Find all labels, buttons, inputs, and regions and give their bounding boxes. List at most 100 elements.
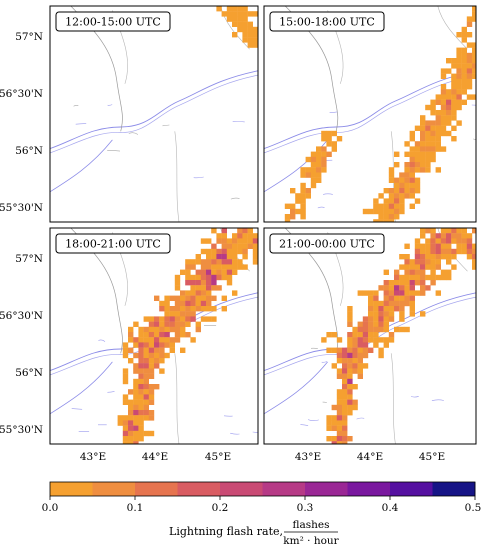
flash-cell: [242, 264, 248, 270]
flash-cell: [378, 208, 384, 215]
flash-cell: [138, 399, 144, 405]
flash-cell: [451, 63, 457, 69]
colorbar-tick-label: 0.1: [127, 502, 144, 514]
flash-cell: [342, 410, 348, 416]
flash-cell: [409, 172, 415, 178]
flash-cell: [169, 337, 175, 343]
flash-cell: [373, 203, 379, 209]
flash-cell: [466, 68, 473, 74]
flash-cell: [185, 300, 191, 307]
flash-cell: [232, 269, 238, 275]
flash-cell: [472, 264, 476, 270]
flash-cell: [347, 316, 353, 322]
flash-cell: [425, 151, 431, 157]
flash-cell: [342, 420, 348, 426]
flash-cell: [133, 352, 139, 359]
flash-cell: [211, 264, 217, 270]
flash-cell: [128, 404, 134, 411]
flash-cell: [425, 238, 431, 244]
flash-cell: [466, 78, 473, 85]
flash-cell: [414, 259, 421, 265]
flash-cell: [326, 141, 332, 147]
flash-cell: [143, 347, 149, 353]
flash-cell: [252, 42, 258, 48]
flash-cell: [409, 300, 415, 307]
flash-cell: [347, 311, 353, 317]
flash-cell: [409, 162, 415, 168]
flash-cell: [368, 321, 374, 327]
flash-cell: [388, 214, 395, 220]
river-line: [73, 104, 79, 107]
flash-cell: [425, 248, 431, 255]
flash-cell: [404, 188, 410, 194]
flash-cell: [185, 259, 191, 265]
flash-cell: [232, 21, 238, 27]
flash-cell: [232, 233, 238, 239]
flash-cell: [388, 290, 395, 296]
flash-cell: [446, 68, 452, 74]
flash-cell: [383, 306, 389, 312]
river-line: [107, 104, 113, 106]
flash-cell: [404, 259, 410, 265]
flash-cell: [383, 300, 389, 307]
flash-cell: [404, 274, 410, 281]
river-line: [471, 104, 476, 106]
colorbar-ticks: 0.0 0.1 0.2 0.3 0.4 0.5: [42, 496, 481, 514]
flash-cell: [200, 290, 207, 296]
flash-cell: [383, 188, 389, 194]
flash-cell: [138, 373, 144, 379]
flash-cell: [143, 415, 149, 421]
flash-cell: [310, 167, 317, 173]
lat-tick-label: 55°30'N: [0, 202, 43, 214]
flash-cell: [414, 254, 421, 260]
flash-cell: [352, 358, 358, 364]
flash-cell: [336, 420, 343, 426]
panel-time-label-3: 21:00-00:00 UTC: [269, 233, 385, 254]
flash-cell: [440, 68, 447, 74]
flash-cell: [425, 167, 431, 173]
flash-cell: [435, 259, 441, 265]
flash-cell: [466, 238, 473, 244]
flash-cell: [252, 37, 258, 43]
flash-cell: [247, 42, 253, 48]
flash-cell: [190, 337, 196, 343]
flash-cell: [143, 342, 149, 348]
flash-cell: [336, 415, 343, 421]
flash-cell: [164, 316, 170, 322]
flash-cell: [143, 389, 149, 395]
flash-cell: [425, 146, 431, 152]
flash-cell: [138, 404, 144, 411]
flash-cell: [247, 228, 253, 234]
flash-cell: [451, 104, 457, 111]
flash-cell: [138, 337, 144, 343]
flash-cell: [321, 167, 327, 173]
flash-cell: [138, 358, 144, 364]
flash-cell: [148, 415, 155, 421]
flash-cell: [316, 146, 322, 152]
flash-cell: [383, 285, 389, 291]
colorbar-title: Lightning flash rate, flashes km² · hour: [169, 519, 340, 547]
flash-cell: [383, 326, 389, 333]
flash-cell: [258, 22, 263, 27]
flash-cell: [430, 243, 436, 249]
svg-text:15:00-18:00 UTC: 15:00-18:00 UTC: [279, 16, 375, 29]
flash-cell: [472, 248, 476, 255]
flash-cell: [326, 130, 332, 137]
flash-cell: [368, 332, 374, 338]
flash-cell: [164, 300, 170, 307]
flash-cell: [336, 394, 343, 400]
flash-cell: [378, 300, 384, 307]
flash-cell: [394, 300, 400, 307]
flash-cell: [456, 84, 462, 90]
flash-cell: [425, 264, 431, 270]
flash-cell: [456, 47, 462, 53]
flash-cell: [451, 84, 457, 90]
flash-cell: [451, 73, 457, 79]
flash-cell: [148, 347, 155, 353]
flash-cell: [414, 238, 421, 244]
flash-cell: [378, 193, 384, 199]
river-line: [230, 197, 240, 200]
flash-cell: [169, 347, 175, 353]
flash-cell: [357, 290, 363, 296]
flash-cell: [357, 332, 363, 338]
